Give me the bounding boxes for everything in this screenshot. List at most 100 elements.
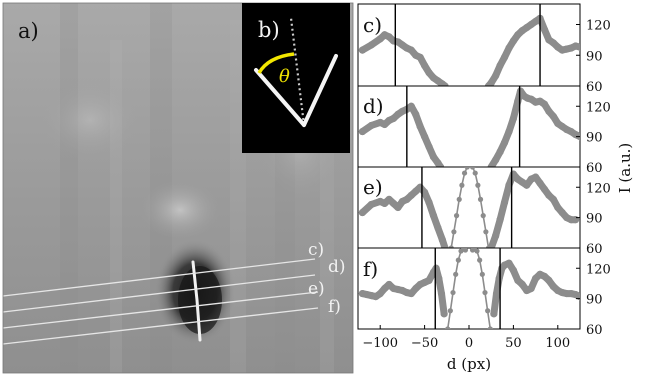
defect-line <box>191 260 202 342</box>
panel-d-label: d) <box>363 94 384 118</box>
data-point <box>462 248 469 253</box>
data-point <box>407 46 415 54</box>
panel-c-data <box>358 4 580 86</box>
y-tick-label: 90 <box>586 131 603 146</box>
data-point <box>421 133 429 141</box>
data-point <box>376 289 384 298</box>
data-point <box>485 308 491 314</box>
line-label-d: d) <box>328 257 346 277</box>
x-tick-label: 100 <box>545 336 570 351</box>
y-tick-label: 60 <box>586 323 603 338</box>
y-tick-label: 120 <box>586 262 611 277</box>
data-point <box>492 289 501 298</box>
data-point <box>549 195 557 203</box>
data-point <box>455 257 461 263</box>
y-tick-label: 90 <box>586 212 603 227</box>
data-point <box>549 112 557 120</box>
y-tick-label: 120 <box>586 181 611 196</box>
data-point <box>461 170 468 176</box>
data-point <box>416 122 424 131</box>
data-point <box>487 79 495 86</box>
data-point <box>440 310 448 318</box>
data-point <box>500 53 509 61</box>
data-point <box>451 229 457 235</box>
data-point <box>474 248 480 254</box>
arm-left <box>254 68 306 127</box>
data-point <box>456 196 462 202</box>
data-point <box>536 179 544 187</box>
data-point <box>435 274 443 282</box>
panel-e-label: e) <box>363 175 383 199</box>
angle-symbol: θ <box>279 66 290 87</box>
data-point <box>495 274 503 282</box>
y-tick-label: 60 <box>586 80 603 95</box>
data-point <box>434 224 442 232</box>
data-point <box>532 173 540 181</box>
data-point <box>505 181 513 189</box>
data-point <box>554 203 562 212</box>
data-point <box>505 44 513 52</box>
data-point <box>464 167 470 170</box>
data-point <box>425 198 433 207</box>
data-point <box>540 100 549 108</box>
data-point <box>487 163 495 167</box>
data-point <box>472 170 478 176</box>
data-point <box>492 156 500 164</box>
data-point <box>496 216 504 224</box>
data-point <box>358 208 367 217</box>
data-point <box>438 236 446 244</box>
data-point <box>477 257 483 263</box>
data-point <box>505 259 513 267</box>
data-point <box>540 26 549 34</box>
line-label-c: c) <box>308 240 324 260</box>
panel-d-frame <box>357 85 581 168</box>
data-point <box>441 244 449 248</box>
data-point <box>492 72 500 80</box>
x-tick-label: −100 <box>362 336 398 351</box>
angle-arc <box>257 52 295 74</box>
data-point <box>483 229 489 235</box>
line-label-f: f) <box>328 297 341 317</box>
panel-b-label: b) <box>258 18 280 42</box>
data-point <box>509 114 517 122</box>
data-point <box>416 53 424 61</box>
arm-right <box>302 54 338 127</box>
data-point <box>447 308 453 314</box>
panel-f: f) <box>357 247 581 330</box>
x-tick-label: 0 <box>465 336 473 351</box>
y-tick-label: 90 <box>586 293 603 308</box>
data-point <box>367 200 375 209</box>
data-point <box>496 61 504 70</box>
axis-ticks: 60 90 120 60 90 120 60 90 120 60 90 120 −100 −50 0 50 10… <box>362 19 610 352</box>
data-point <box>367 121 375 130</box>
data-point <box>421 188 429 196</box>
data-point <box>540 185 549 193</box>
data-point <box>487 244 495 248</box>
data-point <box>469 167 476 170</box>
panel-b-background <box>242 3 350 153</box>
data-point <box>412 110 420 118</box>
panel-f-label: f) <box>363 257 378 281</box>
data-point <box>500 198 509 207</box>
data-point <box>448 245 454 248</box>
data-point <box>514 97 522 105</box>
data-point <box>453 271 459 277</box>
data-point <box>445 326 451 329</box>
data-point <box>527 284 535 293</box>
data-point <box>429 212 438 220</box>
data-point <box>479 271 485 277</box>
data-point <box>441 82 449 86</box>
data-point <box>545 107 553 115</box>
data-point <box>576 43 580 51</box>
panel-f-data <box>358 248 580 329</box>
panel-b: b) θ <box>242 3 350 153</box>
panel-a-label: a) <box>18 19 39 43</box>
profiles: c) d) e) f) 60 90 120 60 90 120 60 90 120 60 90 120… <box>357 3 634 373</box>
data-point <box>429 153 438 161</box>
data-point <box>505 127 513 136</box>
panel-c-frame <box>357 3 581 87</box>
panel-c-label: c) <box>363 13 382 37</box>
data-point <box>367 41 375 49</box>
data-point <box>425 276 433 284</box>
x-tick-label: −50 <box>411 336 438 351</box>
